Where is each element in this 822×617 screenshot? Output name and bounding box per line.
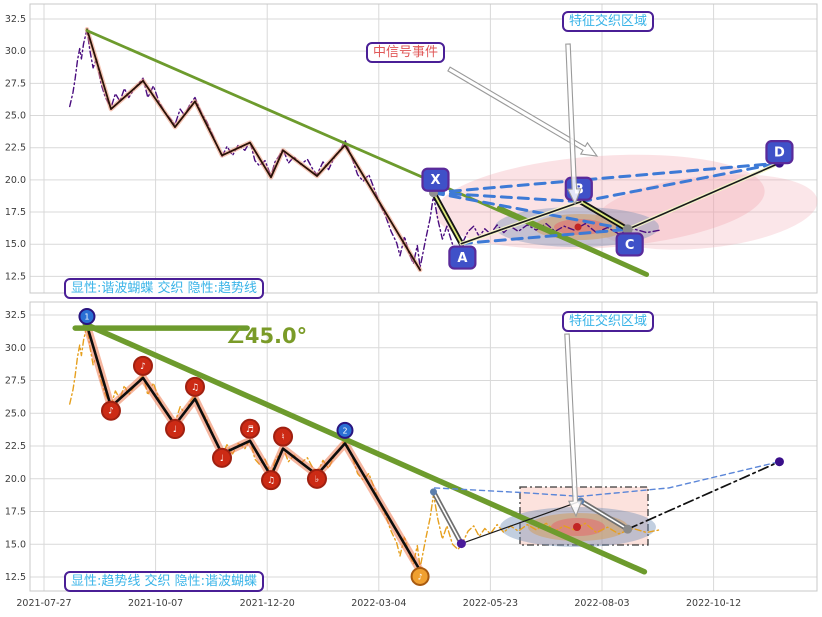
callout-arrow (447, 66, 599, 157)
pattern-dashed-XD (431, 161, 781, 195)
red-vertex-marker (306, 468, 327, 489)
y-tick-label: 20.0 (5, 175, 26, 186)
y-tick-label: 15.0 (5, 239, 26, 250)
blue-vertex-marker (78, 307, 96, 325)
pattern-line-AB (460, 200, 582, 245)
pattern-label-box-C (615, 232, 644, 257)
pattern-label-box-A (448, 245, 477, 270)
x-tick-label: 2022-08-03 (574, 598, 629, 609)
density-center-dot (574, 223, 582, 231)
zigzag-line (86, 28, 422, 271)
pattern-dashed-AC (459, 227, 630, 246)
x-tick-label: 2021-10-07 (128, 598, 183, 609)
y-tick-label: 32.5 (5, 310, 26, 321)
x-tick-label: 2021-12-20 (240, 598, 295, 609)
marker-glyph: ♭ (315, 475, 319, 485)
density-ellipse (594, 174, 818, 250)
red-vertex-marker (260, 470, 281, 491)
panel-caption-top: 显性:谐波蝴蝶 交织 隐性:趋势线 (64, 278, 265, 299)
pattern-dashed-BD (579, 161, 781, 204)
x-tick-label: 2022-05-23 (463, 598, 518, 609)
y-tick-label: 27.5 (5, 376, 26, 387)
y-tick-label: 20.0 (5, 474, 26, 485)
y-tick-label: 30.0 (5, 46, 26, 57)
marker-glyph: ♬ (246, 425, 254, 435)
pattern-line-CD (626, 162, 781, 231)
pattern-point-X (429, 488, 437, 496)
marker-glyph: ♩ (173, 425, 177, 435)
pattern-line-XA (432, 491, 463, 545)
callout-arrow (564, 333, 583, 518)
pattern-line-AB (460, 500, 582, 545)
feature-region-label-top: 特征交织区域 (562, 11, 655, 32)
marker-glyph: ♩ (220, 454, 224, 464)
hidden-dashed-curve (433, 461, 781, 498)
y-tick-label: 25.0 (5, 111, 26, 122)
pattern-line-CD (626, 460, 781, 531)
y-tick-label: 25.0 (5, 408, 26, 419)
x-tick-label: 2022-03-04 (351, 598, 406, 609)
y-tick-label: 17.5 (5, 507, 26, 518)
marker-glyph: ♪ (140, 362, 146, 372)
red-vertex-marker (273, 426, 294, 447)
pattern-dashed-XC (431, 191, 630, 231)
pattern-label-box-D (765, 140, 794, 165)
pattern-label-box-X (421, 167, 450, 192)
pattern-line-BC (579, 500, 629, 530)
trendline-angle-label: ∠45.0° (226, 324, 308, 348)
y-tick-label: 17.5 (5, 207, 26, 218)
y-tick-label: 32.5 (5, 14, 26, 25)
pattern-label-D: D (774, 146, 785, 161)
pattern-point-C (623, 524, 633, 534)
pattern-label-C: C (625, 238, 635, 253)
pattern-point-A (456, 539, 466, 549)
panel-caption-bottom: 显性:趋势线 交织 隐性:谐波蝴蝶 (64, 571, 265, 592)
trendline-emphasis (496, 205, 650, 277)
pattern-line-XA (432, 191, 463, 245)
marker-glyph: ♪ (418, 572, 423, 581)
marker-glyph: ♪ (108, 407, 114, 417)
marker-glyph: ♮ (281, 433, 284, 443)
y-tick-label: 22.5 (5, 441, 26, 452)
orange-vertex-marker (410, 566, 430, 586)
x-tick-label: 2022-10-12 (686, 598, 741, 609)
red-vertex-marker (165, 419, 186, 440)
density-center-dot (573, 523, 581, 531)
y-tick-label: 15.0 (5, 539, 26, 550)
red-vertex-marker (100, 400, 121, 421)
red-vertex-marker (184, 376, 205, 397)
red-vertex-marker (132, 355, 153, 376)
zigzag-line (85, 324, 422, 572)
red-vertex-marker (212, 447, 233, 468)
y-tick-label: 27.5 (5, 78, 26, 89)
pattern-point-C (622, 224, 633, 235)
pattern-point-D (774, 457, 784, 467)
feature-region-label-bottom: 特征交织区域 (562, 311, 655, 332)
callout-arrow (565, 43, 582, 206)
trendline (82, 321, 648, 575)
y-tick-label: 22.5 (5, 143, 26, 154)
y-tick-label: 12.5 (5, 271, 26, 282)
x-tick-label: 2021-07-27 (16, 598, 71, 609)
pattern-label-A: A (457, 251, 467, 266)
pattern-line-BC (579, 200, 629, 231)
panel-border (29, 301, 818, 592)
marker-glyph: ♫ (267, 476, 275, 486)
y-tick-label: 30.0 (5, 343, 26, 354)
signal-event-label: 中信号事件 (366, 42, 446, 63)
red-vertex-marker (240, 418, 261, 439)
marker-glyph: 2 (342, 426, 347, 435)
marker-glyph: 1 (84, 312, 89, 321)
blue-vertex-marker (336, 421, 354, 439)
pattern-dashed-XB (431, 191, 583, 204)
y-tick-label: 12.5 (5, 572, 26, 583)
panel-border (29, 3, 818, 294)
marker-glyph: ♫ (191, 383, 199, 393)
pattern-label-X: X (430, 173, 440, 188)
